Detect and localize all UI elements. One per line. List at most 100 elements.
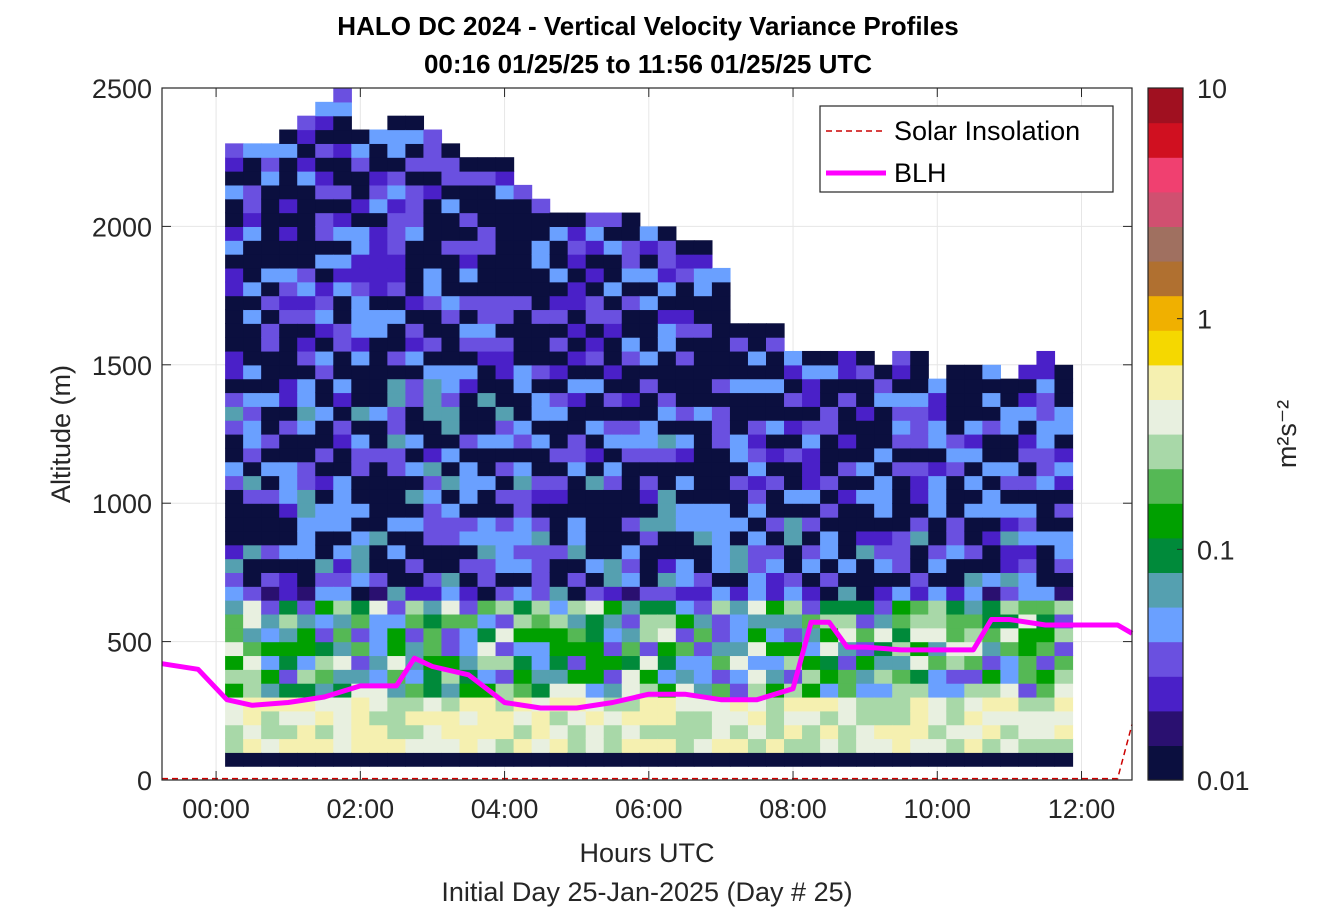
heatmap-cell — [351, 752, 370, 767]
heatmap-cell — [874, 669, 893, 684]
heatmap-cell — [459, 364, 479, 380]
heatmap-cell — [459, 461, 479, 477]
heatmap-cell — [315, 447, 334, 463]
heatmap-cell — [369, 171, 388, 186]
heatmap-cell — [369, 337, 388, 352]
heatmap-cell — [1054, 420, 1074, 435]
heatmap-cell — [477, 696, 497, 712]
heatmap-cell — [225, 572, 244, 587]
heatmap-cell — [982, 447, 1001, 463]
heatmap-cell — [747, 406, 767, 421]
heatmap-cell — [892, 613, 911, 629]
heatmap-cell — [477, 558, 497, 573]
heatmap-cell — [729, 420, 749, 435]
heatmap-cell — [567, 641, 587, 657]
heatmap-cell — [387, 613, 407, 629]
heatmap-cell — [315, 157, 334, 172]
heatmap-cell — [531, 489, 551, 504]
heatmap-cell — [315, 530, 334, 546]
heatmap-cell — [1054, 392, 1074, 407]
heatmap-cell — [351, 503, 370, 518]
heatmap-cell — [423, 544, 443, 560]
heatmap-cell — [1054, 530, 1074, 546]
heatmap-cell — [1054, 434, 1074, 449]
heatmap-cell — [657, 254, 677, 269]
heatmap-cell — [513, 613, 533, 629]
heatmap-cell — [820, 572, 839, 587]
heatmap-cell — [603, 364, 623, 380]
heatmap-cell — [459, 295, 479, 311]
colorbar-segment — [1148, 607, 1183, 643]
heatmap-cell — [1036, 378, 1056, 394]
heatmap-cell — [495, 641, 515, 657]
heatmap-cell — [711, 544, 731, 560]
heatmap-cell — [1036, 600, 1056, 615]
series-blh — [161, 617, 1134, 711]
heatmap-cell — [495, 586, 515, 601]
heatmap-cell — [1000, 544, 1020, 560]
heatmap-cell — [1018, 724, 1038, 740]
heatmap-cell — [946, 420, 965, 435]
heatmap-cell — [784, 364, 803, 380]
heatmap-cell — [405, 738, 425, 753]
heatmap-cell — [711, 752, 731, 767]
heatmap-cell — [729, 572, 749, 587]
heatmap-cell — [387, 295, 407, 311]
x-tick-label: 12:00 — [1048, 794, 1116, 824]
series-solar-insolation — [162, 724, 1133, 780]
heatmap-cell — [1054, 475, 1074, 490]
y-tick-label: 1500 — [92, 351, 152, 381]
heatmap-cell — [261, 184, 280, 200]
heatmap-cell — [946, 669, 965, 684]
heatmap-cell — [459, 544, 479, 560]
heatmap-cell — [567, 281, 587, 297]
heatmap-cell — [1000, 517, 1020, 532]
heatmap-cell — [279, 157, 298, 172]
heatmap-cell — [279, 171, 298, 186]
heatmap-cell — [675, 752, 695, 767]
heatmap-cell — [603, 655, 623, 670]
heatmap-cell — [225, 295, 244, 311]
heatmap-cell — [1018, 696, 1038, 712]
heatmap-cell — [892, 489, 911, 504]
heatmap-cell — [261, 600, 280, 615]
heatmap-cell — [423, 738, 443, 753]
heatmap-cell — [639, 406, 659, 421]
heatmap-cell — [387, 212, 407, 227]
heatmap-cell — [369, 378, 388, 394]
heatmap-cell — [495, 309, 515, 324]
heatmap-cell — [1018, 434, 1038, 449]
heatmap-cell — [964, 600, 983, 615]
heatmap-cell — [603, 558, 623, 573]
heatmap-cell — [369, 309, 388, 324]
x-tick-label: 00:00 — [182, 794, 250, 824]
heatmap-cell — [946, 406, 965, 421]
heatmap-cell — [765, 517, 785, 532]
heatmap-cell — [351, 364, 370, 380]
heatmap-cell — [297, 350, 316, 366]
heatmap-cell — [747, 710, 767, 726]
heatmap-cell — [315, 171, 334, 186]
heatmap-cell — [549, 309, 569, 324]
heatmap-cell — [982, 364, 1001, 380]
heatmap-cell — [856, 752, 875, 767]
heatmap-cell — [621, 558, 641, 573]
heatmap-cell — [351, 530, 370, 546]
heatmap-cell — [693, 752, 713, 767]
heatmap-cell — [351, 171, 370, 186]
heatmap-cell — [459, 254, 479, 269]
heatmap-cell — [369, 530, 388, 546]
heatmap-cell — [549, 613, 569, 629]
heatmap-cell — [423, 129, 443, 144]
heatmap-cell — [1054, 406, 1074, 421]
heatmap-cell — [711, 669, 731, 684]
heatmap-cell — [567, 655, 587, 670]
heatmap-cell — [495, 710, 515, 726]
heatmap-cell — [820, 724, 839, 740]
heatmap-cell — [225, 143, 244, 158]
heatmap-cell — [657, 226, 677, 241]
heatmap-cell — [892, 655, 911, 670]
heatmap-cell — [477, 281, 497, 297]
heatmap-cell — [531, 517, 551, 532]
